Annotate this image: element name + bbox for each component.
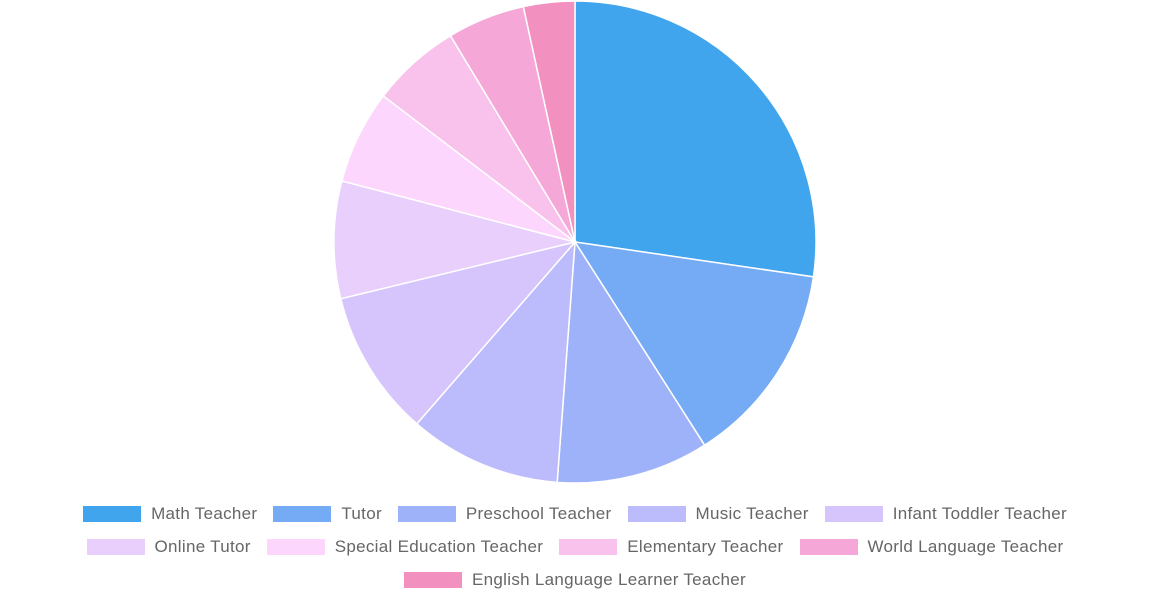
legend-row-2: Online Tutor Special Education Teacher E… [0, 530, 1150, 563]
legend-swatch [559, 538, 618, 555]
legend-label: Music Teacher [695, 503, 809, 523]
legend-item-english-language-learner-teacher[interactable]: English Language Learner Teacher [404, 570, 746, 590]
legend-label: Tutor [341, 503, 382, 523]
legend-label: Online Tutor [154, 536, 251, 556]
pie-slice-music-teacher[interactable] [415, 239, 576, 484]
legend-swatch [83, 505, 142, 522]
legend-label: English Language Learner Teacher [472, 569, 746, 589]
pie-slices [333, 0, 817, 484]
pie-slice-infant-toddler-teacher[interactable] [339, 240, 578, 425]
legend-item-online-tutor[interactable]: Online Tutor [86, 536, 251, 557]
pie-slice-preschool-teacher[interactable] [556, 239, 706, 484]
pie-slice-tutor[interactable] [573, 241, 815, 447]
legend-label: Preschool Teacher [465, 503, 612, 523]
legend-label: World Language Teacher [867, 536, 1064, 556]
legend-swatch [86, 538, 145, 555]
legend-swatch [799, 538, 858, 555]
legend-row-3: English Language Learner Teacher [0, 563, 1150, 596]
legend: Math Teacher Tutor Preschool Teacher Mus… [0, 497, 1150, 596]
legend-label: Math Teacher [151, 503, 258, 523]
pie-chart [333, 0, 817, 484]
legend-swatch [397, 505, 456, 522]
legend-item-elementary-teacher[interactable]: Elementary Teacher [559, 537, 783, 557]
legend-swatch [266, 538, 325, 555]
legend-swatch [627, 505, 686, 522]
legend-item-tutor[interactable]: Tutor [273, 504, 382, 524]
legend-swatch [273, 505, 332, 522]
pie-slice-online-tutor[interactable] [333, 180, 576, 300]
legend-swatch [824, 505, 883, 522]
pie-slice-math-teacher[interactable] [574, 0, 817, 278]
legend-item-infant-toddler-teacher[interactable]: Infant Toddler Teacher [824, 503, 1067, 524]
pie-slice-english-language-learner-teacher[interactable] [522, 0, 576, 243]
legend-item-special-education-teacher[interactable]: Special Education Teacher [266, 536, 544, 557]
legend-label: Infant Toddler Teacher [892, 503, 1067, 523]
legend-item-world-language-teacher[interactable]: World Language Teacher [799, 536, 1064, 557]
legend-label: Elementary Teacher [627, 536, 784, 556]
legend-item-music-teacher[interactable]: Music Teacher [627, 503, 809, 524]
legend-item-preschool-teacher[interactable]: Preschool Teacher [397, 503, 612, 524]
legend-row-1: Math Teacher Tutor Preschool Teacher Mus… [0, 497, 1150, 530]
legend-swatch [404, 571, 463, 588]
legend-label: Special Education Teacher [334, 536, 544, 556]
legend-item-math-teacher[interactable]: Math Teacher [83, 504, 257, 524]
